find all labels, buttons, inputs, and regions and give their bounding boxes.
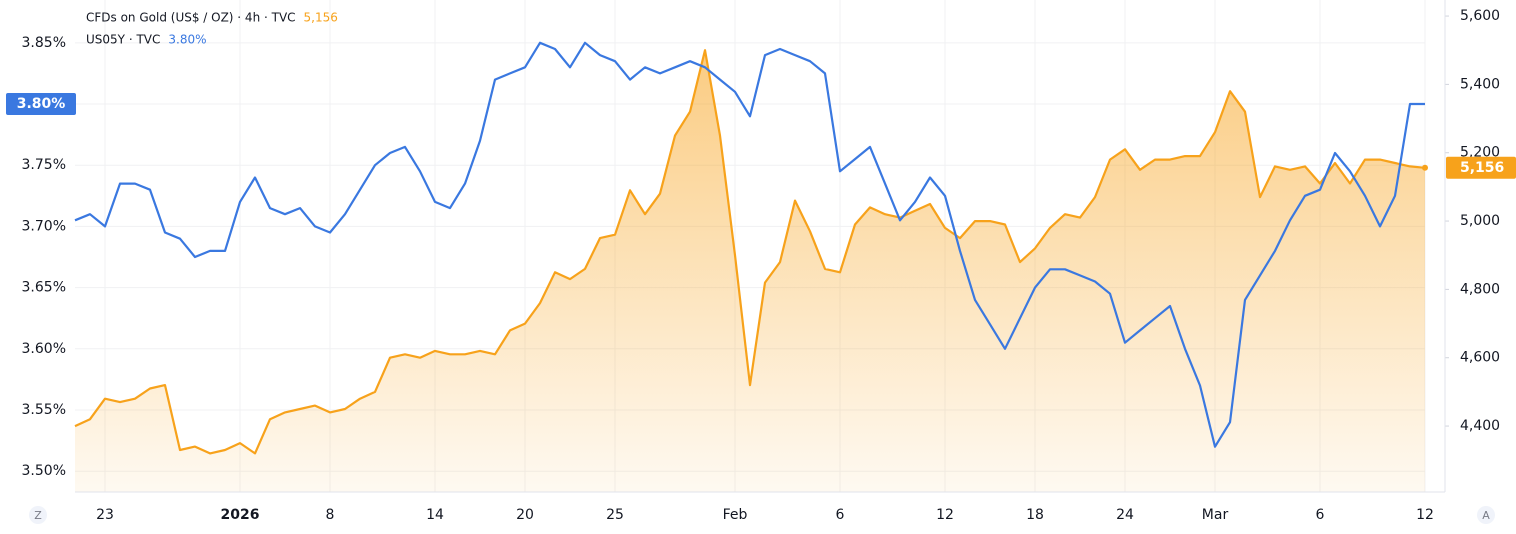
price-badge [6,93,76,116]
series-line [74,41,1425,448]
x-tick-label: 12 [936,507,954,523]
area-fill [75,50,1425,492]
legend-value: 3.80% [168,33,206,47]
axis-button-label[interactable]: A [1482,509,1490,522]
last-point [1422,164,1428,171]
y2-tick-label: 4,400 [1460,418,1500,434]
y2-tick-label: 5,200 [1460,145,1500,161]
legend-name: US05Y · TVC [86,33,160,47]
y-tick-label: 3.75% [22,157,66,173]
y2-tick-label: 4,800 [1460,281,1500,297]
axis-button-label[interactable]: Z [34,509,42,522]
price-badge [1446,156,1516,179]
plot [74,41,1428,492]
axes: 3.50% 3.55% 3.60% 3.65% 3.70% 3.75% 3.80% 3.85%… [6,0,1516,524]
legend-name: CFDs on Gold (US$ / OZ) · 4h · TVC [86,11,296,25]
y-tick-label: 3.55% [22,402,66,418]
x-tick-label: 8 [326,507,335,523]
y-tick-label: 3.50% [22,463,66,479]
y2-tick-label: 4,600 [1460,350,1500,366]
axis-button[interactable] [29,506,47,524]
x-tick-label: Mar [1202,507,1229,523]
y-tick-label: 3.60% [22,341,66,357]
price-badge-label: 5,156 [1460,160,1504,176]
x-tick-label: 20 [516,507,534,523]
x-tick-label: 2026 [221,507,260,523]
y2-tick-label: 5,600 [1460,8,1500,24]
y-tick-label: 3.65% [22,280,66,296]
x-tick-label: 12 [1416,507,1434,523]
y2-tick-label: 5,400 [1460,76,1500,92]
x-tick-label: Feb [723,507,748,523]
x-tick-label: 24 [1116,507,1134,523]
legend-value: 5,156 [304,11,338,25]
series-line [74,49,1426,455]
x-tick-label: 6 [836,507,845,523]
x-tick-label: 25 [606,507,624,523]
axis-button[interactable] [1477,506,1495,524]
x-tick-label: 14 [426,507,444,523]
x-tick-label: 6 [1316,507,1325,523]
x-tick-label: 18 [1026,507,1044,523]
y-tick-label: 3.70% [22,218,66,234]
y2-tick-label: 5,000 [1460,213,1500,229]
x-tick-label: 23 [96,507,114,523]
price-badge-label: 3.80% [17,96,66,112]
y-tick-label: 3.85% [22,35,66,51]
